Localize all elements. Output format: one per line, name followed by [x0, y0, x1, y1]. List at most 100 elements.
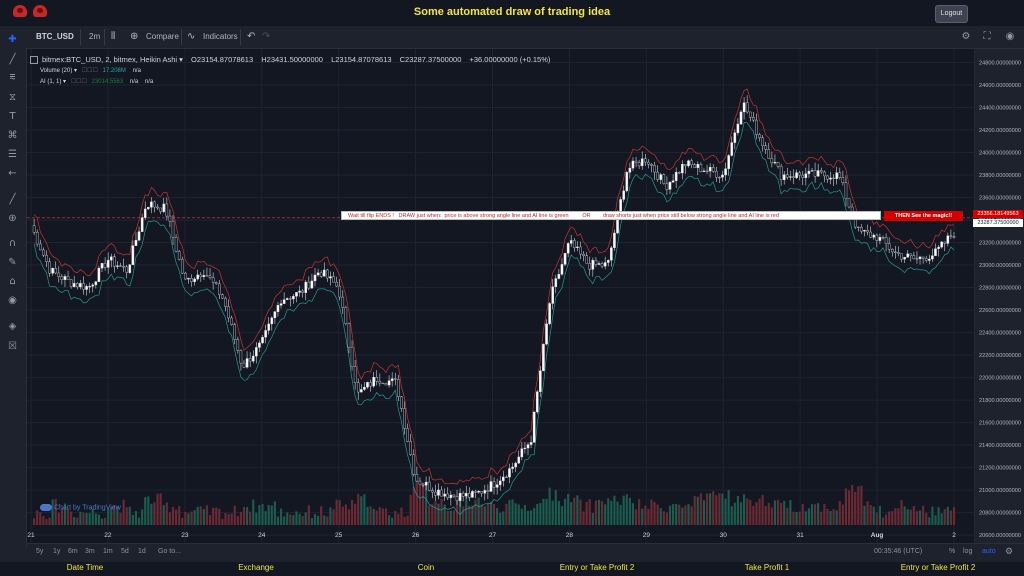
candle [100, 263, 104, 269]
footer-col-datetime: Date Time [66, 563, 104, 572]
volume-bar [480, 504, 483, 525]
trendline-icon[interactable]: ╱ [9, 54, 16, 65]
percent-toggle[interactable]: % [949, 548, 956, 555]
symbol-search[interactable]: BTC_USD [36, 32, 74, 41]
candle [875, 234, 879, 241]
lock-drawing-icon[interactable]: ✎ [8, 257, 17, 268]
candle [313, 274, 317, 282]
collapse-legend-icon[interactable] [30, 56, 38, 65]
log-toggle[interactable]: log [963, 548, 973, 555]
candle [677, 172, 681, 174]
range-5y[interactable]: 5y [36, 548, 44, 555]
indicators-button[interactable]: Indicators [203, 32, 238, 41]
candle [344, 307, 348, 324]
utc-clock[interactable]: 00:35:46 (UTC) [874, 548, 923, 555]
candle [921, 256, 925, 259]
trading-idea-annotation[interactable]: Wait till flip ENDS ! DRAW just when: pr… [341, 211, 881, 220]
volume-bar [872, 506, 875, 525]
candle [301, 290, 304, 293]
eye-icon[interactable]: ◉ [8, 295, 17, 306]
goto-button[interactable]: Go to... [158, 548, 181, 555]
pattern-icon[interactable]: ⧖ [8, 92, 17, 103]
tradingview-watermark[interactable]: Chart by TradingView [40, 504, 121, 511]
volume-bar [835, 510, 838, 525]
layers-icon[interactable]: ◈ [8, 321, 17, 332]
undo-icon[interactable]: ↶ [247, 31, 256, 42]
trash-icon[interactable]: ☒ [8, 341, 17, 352]
price-axis[interactable]: 20600.00000000 20800.00000000 21000.000000… [974, 49, 1024, 543]
volume-bar [295, 511, 298, 525]
volume-bar [193, 510, 196, 525]
ruler-icon[interactable]: ╱ [9, 194, 16, 205]
range-5d[interactable]: 5d [121, 548, 129, 555]
text-tool-icon[interactable]: T [9, 111, 16, 122]
candle [218, 283, 221, 295]
prediction-icon[interactable]: ☰ [8, 149, 17, 160]
candle [38, 243, 42, 251]
ai-label[interactable]: AI (1, 1) [40, 79, 62, 85]
volume-bar [752, 505, 755, 525]
volume-bar [171, 506, 175, 525]
volume-bar [891, 510, 894, 525]
volume-bar [881, 517, 885, 525]
snapshot-icon[interactable]: ◉ [1005, 31, 1015, 42]
magic-annotation[interactable]: THEN See the magic!! [884, 211, 963, 221]
volume-bar [675, 504, 678, 525]
fib-icon[interactable]: ⩳ [9, 72, 16, 83]
zoom-icon[interactable]: ⊕ [8, 213, 17, 224]
xabcd-icon[interactable]: ⌘ [7, 130, 18, 141]
lock-icon[interactable]: ⌂ [9, 276, 16, 287]
candle [289, 298, 292, 300]
candle [455, 496, 459, 501]
volume-bar [502, 511, 505, 525]
candle [514, 462, 517, 468]
volume-bar [477, 497, 480, 525]
settings-icon[interactable]: ⚙ [961, 31, 971, 42]
auto-toggle[interactable]: auto [982, 548, 996, 555]
back-arrow-icon[interactable]: ← [8, 168, 17, 179]
candle [474, 491, 477, 493]
magnet-icon[interactable]: ∩ [8, 238, 17, 249]
candle [66, 276, 70, 280]
crosshair-icon[interactable]: ✚ [8, 34, 17, 45]
interval-selector[interactable]: 2m [89, 32, 101, 41]
indicator-controls-icon[interactable]: ☐☐☐ [70, 79, 87, 85]
candle [51, 268, 54, 274]
volume-bar [912, 505, 915, 525]
range-3m[interactable]: 3m [85, 548, 95, 555]
volume-label[interactable]: Volume (20) [40, 68, 73, 74]
volume-bar [817, 503, 820, 525]
range-6m[interactable]: 6m [68, 548, 78, 555]
candle [69, 279, 73, 287]
volume-bar [786, 507, 789, 525]
compare-button[interactable]: Compare [146, 32, 179, 41]
chart-toolbar: BTC_USD 2m ⫴ ⊕ Compare ∿ Indicators ↶ ↷ [0, 26, 1024, 49]
candle [752, 117, 755, 121]
indicator-controls-icon[interactable]: ☐☐☐ [81, 68, 98, 74]
range-1m[interactable]: 1m [103, 548, 113, 555]
candle [76, 283, 79, 288]
candle-style-icon[interactable]: ⫴ [111, 31, 116, 42]
volume-bar [668, 505, 672, 525]
candle [177, 251, 181, 260]
x-tick-label: 23 [181, 532, 189, 539]
chart-pane[interactable]: 21 22 23 24 25 26 27 28 29 30 31 Aug 2 [27, 49, 974, 543]
x-tick-label: 29 [643, 532, 651, 539]
candle [168, 215, 172, 222]
axis-settings-icon[interactable]: ⚙ [1005, 546, 1014, 556]
volume-bar [767, 502, 770, 525]
fullscreen-icon[interactable]: ⛶ [983, 31, 991, 42]
range-1y[interactable]: 1y [53, 548, 61, 555]
candle [227, 306, 230, 319]
candle [600, 263, 604, 267]
volume-bar [298, 513, 301, 525]
y-tick-label: 22400.00000000 [979, 331, 1021, 337]
watermark-text: Chart by TradingView [53, 504, 121, 512]
range-1d[interactable]: 1d [138, 548, 146, 555]
volume-bar [437, 503, 440, 525]
volume-bar [897, 508, 900, 525]
redo-icon[interactable]: ↷ [262, 31, 271, 42]
logout-button[interactable]: Logout [935, 5, 968, 23]
candle [295, 292, 298, 297]
candle [745, 102, 749, 113]
